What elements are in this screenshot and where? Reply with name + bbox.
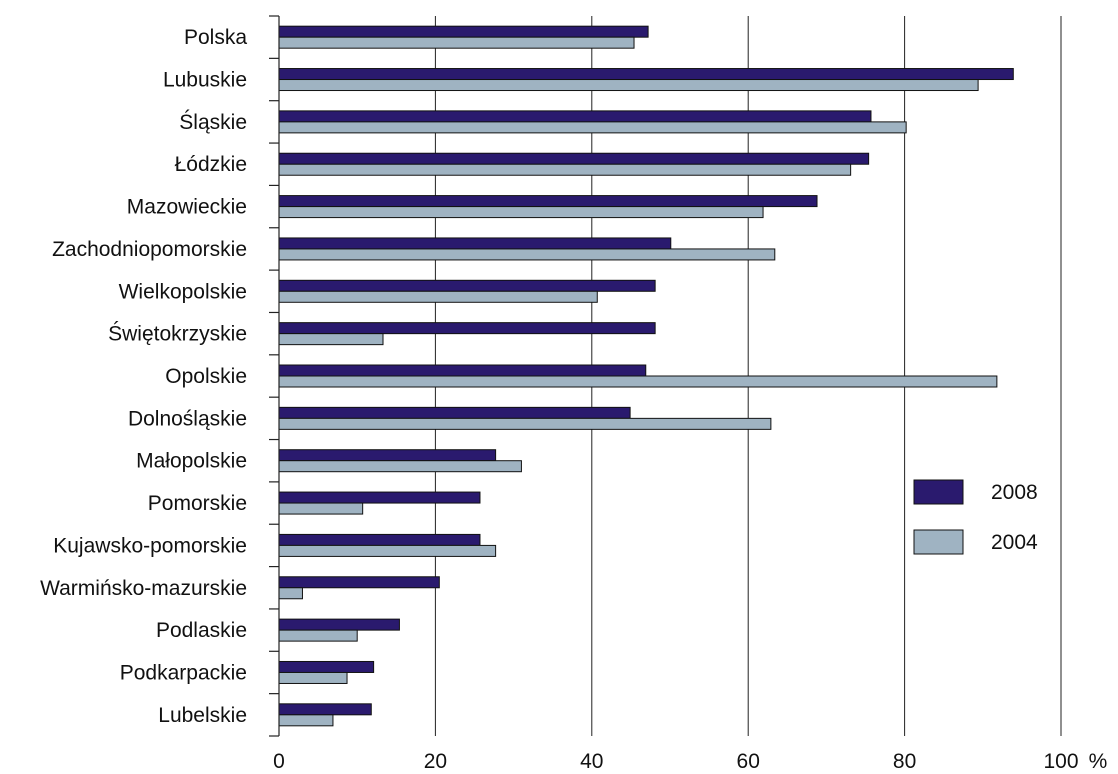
bars xyxy=(278,25,1014,727)
x-tick-label: 20 xyxy=(424,750,447,773)
bar-2004-8 xyxy=(278,375,998,388)
category-label: Śląskie xyxy=(179,110,247,134)
legend-swatch-2008 xyxy=(913,479,964,505)
bar-2004-12 xyxy=(278,544,497,557)
bar-2004-9 xyxy=(278,417,772,430)
bar-2004-10 xyxy=(278,460,522,473)
bar-2008-16 xyxy=(278,703,372,716)
bar-2008-15 xyxy=(278,660,375,673)
bar-2008-0 xyxy=(278,25,649,38)
category-label: Polska xyxy=(184,26,247,49)
bar-2004-3 xyxy=(278,163,852,176)
category-label: Małopolskie xyxy=(136,450,247,473)
bar-2004-5 xyxy=(278,248,776,261)
category-label: Kujawsko-pomorskie xyxy=(53,534,247,557)
category-label: Pomorskie xyxy=(148,492,247,515)
x-tick-label: 60 xyxy=(737,750,760,773)
bar-2008-8 xyxy=(278,364,647,377)
bar-2004-15 xyxy=(278,671,348,684)
bar-2008-9 xyxy=(278,406,631,419)
bar-2008-5 xyxy=(278,237,672,250)
category-label: Lubelskie xyxy=(158,704,247,727)
category-label: Mazowieckie xyxy=(127,196,247,219)
legend: 2008 2004 xyxy=(913,479,1038,555)
x-tick-label: 40 xyxy=(580,750,603,773)
x-tick-label: 100 xyxy=(1043,750,1078,773)
category-labels: Polska Lubuskie Śląskie Łódzkie Mazowieckie Z… xyxy=(40,26,247,727)
bar-2004-13 xyxy=(278,587,303,600)
legend-label-2008: 2008 xyxy=(991,481,1038,504)
bar-2008-1 xyxy=(278,68,1014,81)
bar-2008-12 xyxy=(278,533,481,546)
bar-2004-4 xyxy=(278,206,764,219)
axes xyxy=(269,15,280,737)
bar-2004-0 xyxy=(278,36,635,49)
bar-2008-13 xyxy=(278,576,440,589)
category-label: Zachodniopomorskie xyxy=(52,238,247,261)
bar-2004-1 xyxy=(278,79,979,92)
bar-2008-7 xyxy=(278,322,656,335)
x-tick-label: 80 xyxy=(893,750,916,773)
bar-2008-6 xyxy=(278,279,656,292)
x-tick-label: 0 xyxy=(273,750,285,773)
category-label: Świętokrzyskie xyxy=(108,322,247,346)
category-label: Dolnośląskie xyxy=(128,407,247,430)
category-label: Podlaskie xyxy=(156,619,247,642)
x-unit-label: % xyxy=(1089,750,1108,773)
bar-2008-4 xyxy=(278,195,818,208)
bar-2004-6 xyxy=(278,290,598,303)
legend-label-2004: 2004 xyxy=(991,531,1038,554)
category-label: Warmińsko-mazurskie xyxy=(40,577,247,600)
bar-2008-11 xyxy=(278,491,481,504)
legend-swatch-2004 xyxy=(913,529,964,555)
bar-2004-7 xyxy=(278,333,384,346)
category-label: Lubuskie xyxy=(163,69,247,92)
bar-2004-11 xyxy=(278,502,364,515)
tick-labels: 0 20 40 60 80 100 xyxy=(273,750,1078,773)
bar-2008-14 xyxy=(278,618,400,631)
category-label: Wielkopolskie xyxy=(119,280,247,303)
bar-2004-2 xyxy=(278,121,907,134)
category-label: Opolskie xyxy=(165,365,247,388)
category-label: Łódzkie xyxy=(175,153,247,176)
bar-2008-3 xyxy=(278,152,870,165)
bar-2004-14 xyxy=(278,629,358,642)
bar-2008-10 xyxy=(278,449,497,462)
bar-2004-16 xyxy=(278,714,334,727)
bar-2008-2 xyxy=(278,110,872,123)
category-label: Podkarpackie xyxy=(120,661,247,684)
